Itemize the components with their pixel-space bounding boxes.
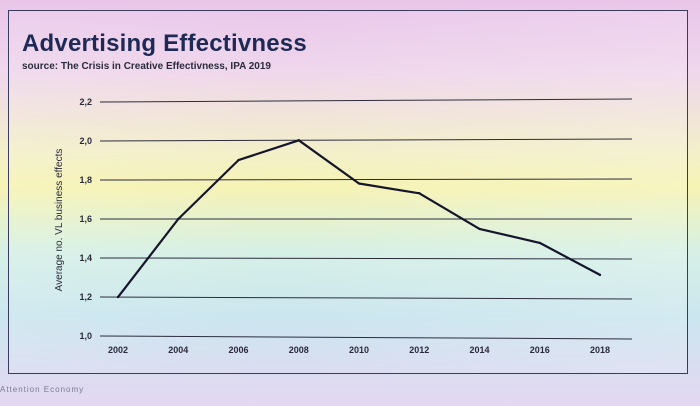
data-point-2018 xyxy=(598,273,602,277)
chart-subtitle: source: The Crisis in Creative Effectivn… xyxy=(22,61,271,72)
y-tick-labels: 1,0 1,2 1,4 1,6 1,8 2,0 2,2 xyxy=(79,97,92,341)
gridlines xyxy=(99,98,633,340)
y-tick-label: 2,0 xyxy=(79,136,92,146)
x-tick-label: 2012 xyxy=(409,345,429,355)
y-tick-label: 2,2 xyxy=(79,97,92,107)
gridline xyxy=(99,178,633,181)
y-tick-label: 1,4 xyxy=(79,253,92,263)
y-tick-label: 1,2 xyxy=(79,292,92,302)
data-points xyxy=(116,139,602,299)
gridline xyxy=(99,296,633,300)
gridline xyxy=(99,335,633,340)
data-point-2016 xyxy=(538,241,541,245)
data-point-2002 xyxy=(116,295,120,299)
data-point-2010 xyxy=(357,182,361,185)
y-tick-label: 1,6 xyxy=(79,214,92,224)
data-point-2012 xyxy=(418,192,421,195)
x-tick-label: 2010 xyxy=(349,345,369,355)
gridline xyxy=(99,257,633,260)
gridline xyxy=(99,138,633,142)
footer-text: Attention Economy xyxy=(0,385,85,394)
x-tick-label: 2008 xyxy=(289,345,309,355)
gridline xyxy=(99,98,633,103)
data-point-2008 xyxy=(297,139,300,142)
data-point-2006 xyxy=(237,158,240,162)
y-axis-label: Average no. VL business effects xyxy=(54,149,65,292)
data-point-2014 xyxy=(478,227,481,231)
x-tick-label: 2006 xyxy=(228,345,248,355)
slide-frame xyxy=(8,10,688,374)
y-tick-label: 1,0 xyxy=(79,331,92,341)
x-tick-label: 2002 xyxy=(108,345,128,355)
data-point-2004 xyxy=(177,217,180,221)
x-tick-label: 2014 xyxy=(469,345,489,355)
chart-title: Advertising Effectivness xyxy=(22,30,307,57)
y-tick-label: 1,8 xyxy=(79,175,92,185)
x-tick-label: 2004 xyxy=(168,345,188,355)
x-tick-label: 2016 xyxy=(530,345,550,355)
x-tick-label: 2018 xyxy=(590,345,610,355)
x-tick-labels: 2002 2004 2006 2008 2010 2012 2014 2016 2018 xyxy=(108,345,610,355)
